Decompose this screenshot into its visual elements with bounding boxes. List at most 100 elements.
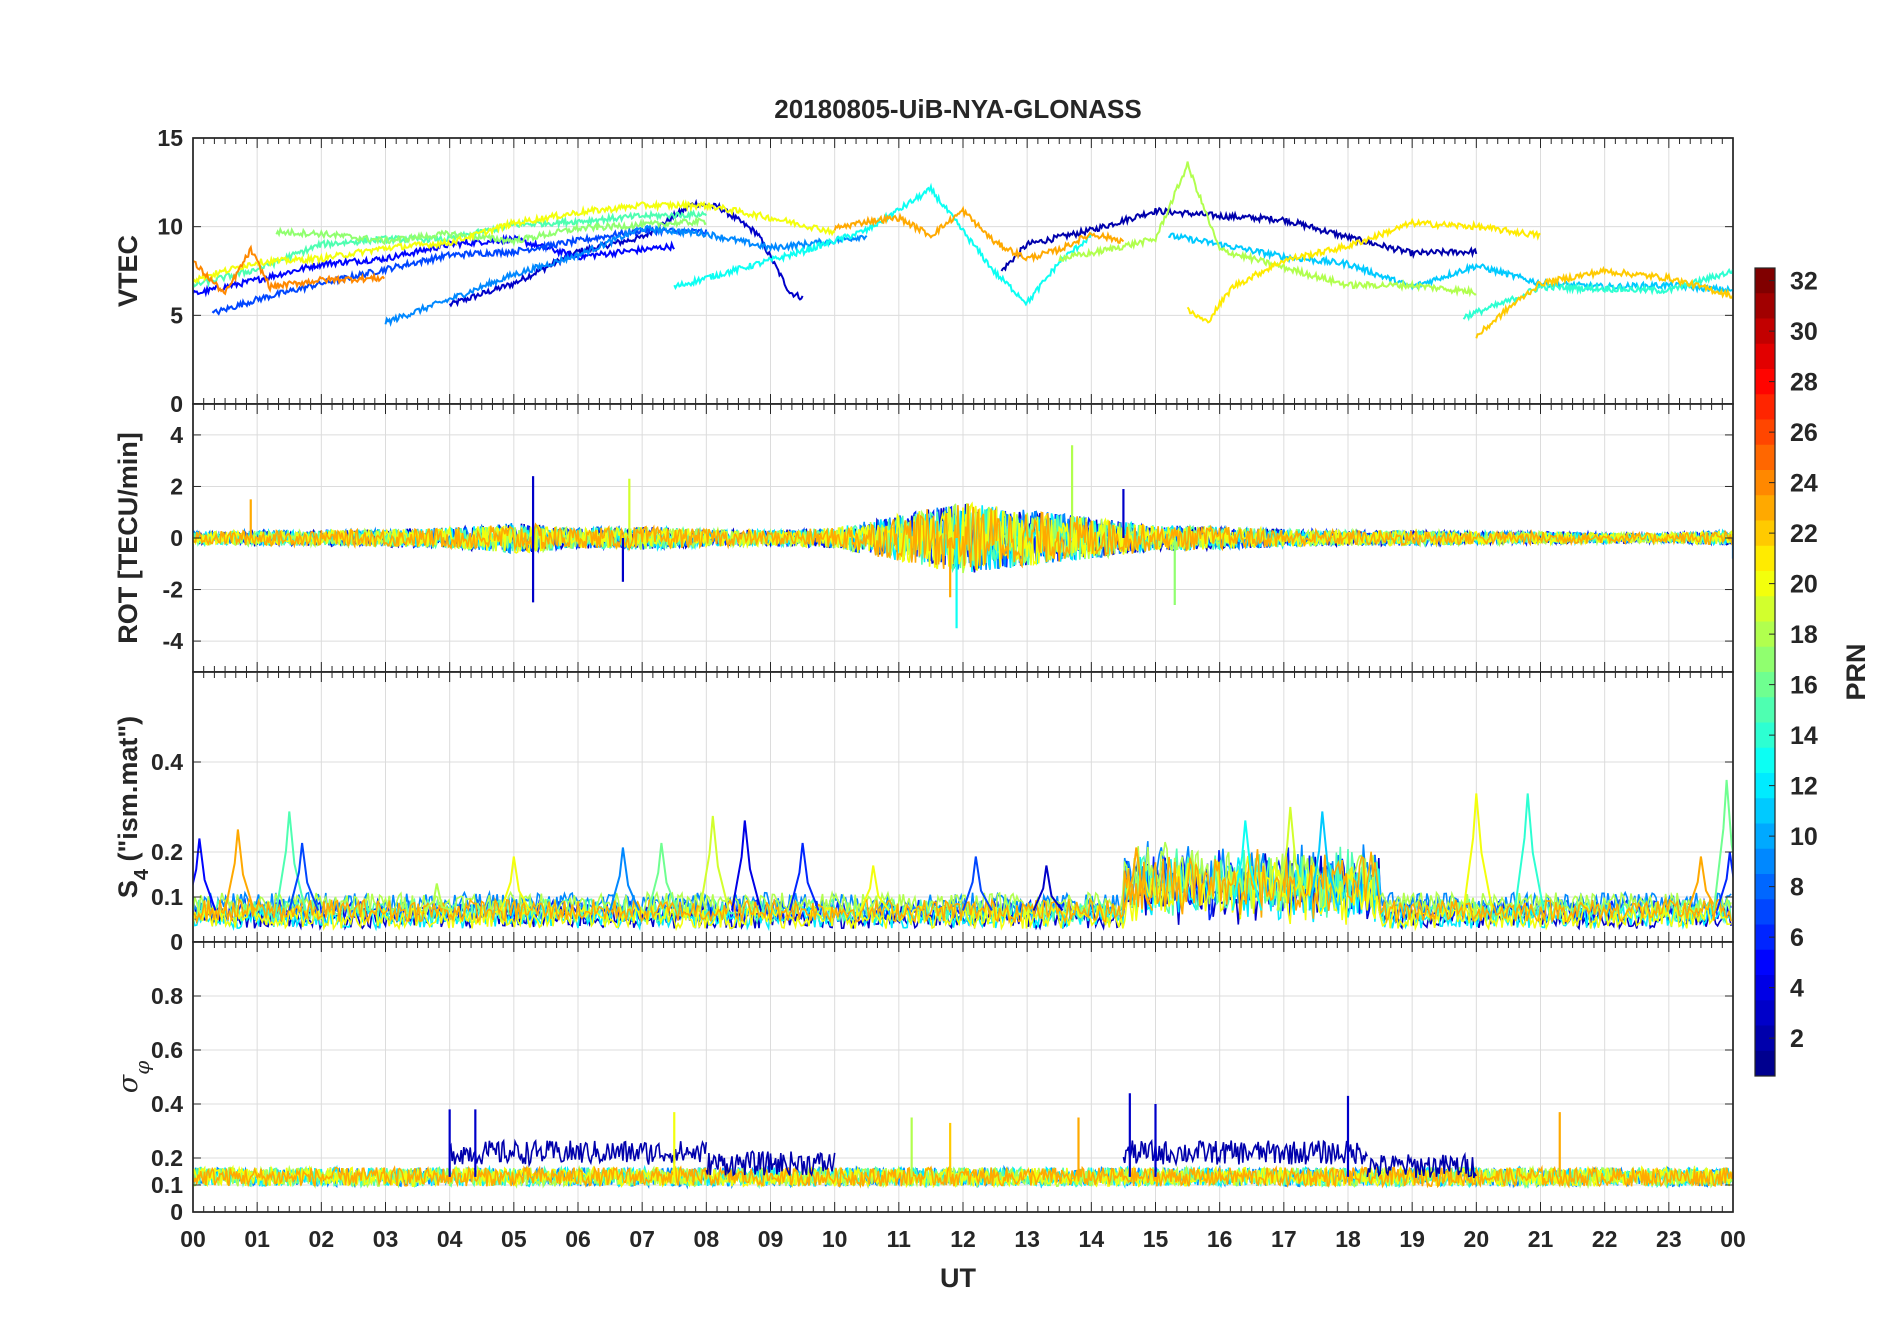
chart-title: 20180805-UiB-NYA-GLONASS <box>774 94 1142 124</box>
x-ticks-rot <box>192 404 1734 672</box>
x-tick-label: 06 <box>565 1226 591 1252</box>
s4-peak <box>1687 856 1718 911</box>
y-tick-label: 2 <box>170 473 183 499</box>
colorbar-swatch <box>1755 773 1775 799</box>
colorbar-swatch <box>1755 571 1775 597</box>
y-axis-label-s4: S4 ("ism.mat") <box>113 716 153 898</box>
colorbar-swatch <box>1755 293 1775 319</box>
panel-sigma_phi: 00.10.2 0.4 0.6 0.8 σφ <box>113 941 1734 1225</box>
x-tick-label: 20 <box>1464 1226 1490 1252</box>
x-tick-label: 18 <box>1335 1226 1361 1252</box>
x-ticks-vtec <box>192 138 1734 404</box>
x-tick-label: 10 <box>822 1226 848 1252</box>
colorbar-tick-label: 8 <box>1790 874 1804 902</box>
colorbar-tick-label: 30 <box>1790 318 1818 346</box>
colorbar-tick-label: 28 <box>1790 369 1818 397</box>
s4-peak <box>698 815 730 911</box>
colorbar-swatch <box>1755 343 1775 370</box>
colorbar-swatch <box>1755 1000 1775 1026</box>
x-tick-label: 01 <box>244 1226 270 1252</box>
colorbar-swatch <box>1755 924 1775 951</box>
colorbar-swatch <box>1755 621 1775 648</box>
x-tick-label: 11 <box>887 1226 912 1252</box>
s4-peak <box>500 856 531 911</box>
colorbar-frame <box>1754 267 1776 1077</box>
colorbar-swatch <box>1755 470 1775 496</box>
colorbar-tick-label: 10 <box>1790 823 1818 851</box>
rot-series-prn-23 <box>193 503 1733 570</box>
s4-peak <box>788 842 820 911</box>
vtec-series-prn-9 <box>384 224 868 327</box>
colorbar-tick-label: 24 <box>1790 470 1818 498</box>
panel-vtec: 0 5 10 15 VTEC <box>113 125 1734 417</box>
vtec-series-prn-20 <box>193 199 836 284</box>
colorbar-swatch <box>1755 747 1775 774</box>
x-tick-label: 19 <box>1399 1226 1425 1252</box>
colorbar-swatch <box>1755 545 1775 572</box>
colorbar-swatch <box>1755 268 1775 294</box>
y-tick-label: 0 <box>170 1199 183 1225</box>
vtec-series-prn-17 <box>275 215 707 248</box>
colorbar-swatch <box>1755 419 1775 446</box>
vtec-series-prn-2 <box>1000 205 1478 272</box>
x-tick-label: 21 <box>1528 1226 1554 1252</box>
s4-peak <box>288 842 320 911</box>
x-tick-label: 00 <box>180 1226 206 1252</box>
colorbar-tick-label: 12 <box>1790 773 1818 801</box>
s4-peak <box>647 842 679 911</box>
colorbar-swatch <box>1755 697 1775 723</box>
colorbar-swatch <box>1755 646 1775 673</box>
s4-peak <box>224 829 255 911</box>
colorbar-tick-label: 20 <box>1790 571 1818 599</box>
y-axis-label-sigma_phi: σφ <box>113 1061 154 1093</box>
colorbar-swatch <box>1755 1025 1775 1052</box>
colorbar-tick-label: 2 <box>1790 1025 1804 1053</box>
x-tick-label: 13 <box>1014 1226 1040 1252</box>
x-tick-label: 04 <box>437 1226 463 1252</box>
vtec-series-prn-22 <box>1475 265 1733 339</box>
series-rot <box>193 445 1733 629</box>
colorbar-tick-label: 16 <box>1790 672 1818 700</box>
s4-series-prn-23 <box>193 849 1732 925</box>
y-axis-label-vtec: VTEC <box>113 235 143 307</box>
s4-peak <box>609 847 640 911</box>
y-tick-label: 10 <box>157 214 183 240</box>
colorbar-tick-label: 22 <box>1790 520 1818 548</box>
x-axis-label: UT <box>940 1263 976 1293</box>
colorbar-swatch <box>1755 520 1775 547</box>
colorbar-swatch <box>1755 672 1775 698</box>
rot-series-prn-20 <box>193 501 1733 571</box>
colorbar-swatch <box>1755 848 1775 875</box>
x-tick-label: 08 <box>694 1226 720 1252</box>
colorbar-swatch <box>1755 874 1775 900</box>
s4-peak <box>859 865 890 912</box>
x-ticks-sigma_phi <box>192 942 1734 1212</box>
series-s4 <box>193 779 1733 932</box>
y-tick-label: 0.2 <box>151 839 183 865</box>
x-tick-label: 05 <box>501 1226 527 1252</box>
y-tick-label: 0.4 <box>151 749 183 775</box>
colorbar-tick-label: 26 <box>1790 419 1818 447</box>
s4-peak <box>1308 811 1340 911</box>
y-tick-label: 0 <box>170 391 183 417</box>
vtec-series-prn-24 <box>193 244 385 296</box>
x-axis: 00 01 02 03 04 05 06 07 08 09 10 11 12 13 14 15 16 17 18 19… <box>180 1226 1746 1252</box>
grid-vtec <box>193 138 1733 404</box>
series-vtec <box>193 161 1733 339</box>
sigma-series-prn-2 <box>448 1138 1477 1179</box>
x-ticks-s4 <box>192 672 1734 942</box>
colorbar-swatch <box>1755 722 1775 749</box>
x-tick-label: 03 <box>373 1226 399 1252</box>
s4-peak <box>1032 865 1064 912</box>
s4-peak <box>1231 820 1263 911</box>
colorbar-tick-label: 6 <box>1790 924 1804 952</box>
x-tick-label: 23 <box>1656 1226 1682 1252</box>
y-tick-label: -2 <box>163 577 183 603</box>
s4-peak <box>1712 779 1733 911</box>
x-tick-label: 16 <box>1207 1226 1233 1252</box>
y-tick-label: 0.4 <box>151 1091 183 1117</box>
colorbar-swatch <box>1755 394 1775 420</box>
colorbar-swatch <box>1755 975 1775 1001</box>
